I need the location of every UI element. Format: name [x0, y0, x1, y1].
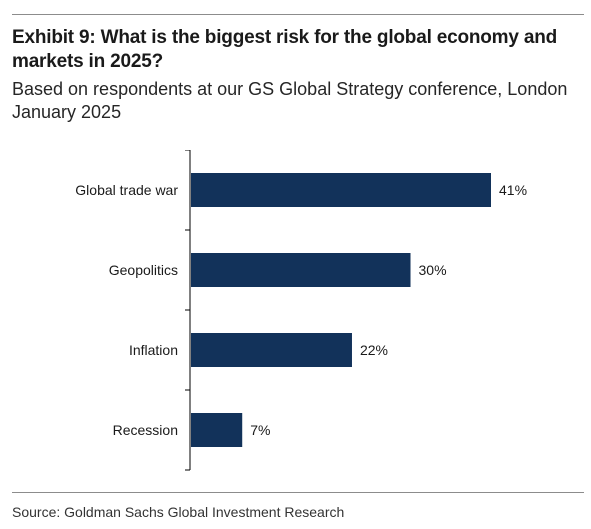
source-note: Source: Goldman Sachs Global Investment …: [12, 504, 345, 520]
data-label: 22%: [360, 342, 388, 358]
bar-global-trade-war: [191, 173, 491, 207]
top-divider: [12, 14, 584, 15]
data-label: 41%: [499, 182, 527, 198]
category-label: Recession: [113, 422, 178, 438]
bar-inflation: [191, 333, 352, 367]
category-label: Global trade war: [75, 182, 178, 198]
category-label: Geopolitics: [109, 262, 178, 278]
data-label: 7%: [250, 422, 270, 438]
bar-chart: Global trade war 41% Geopolitics 30% Inflati…: [75, 150, 527, 471]
bar-recession: [191, 413, 243, 447]
category-label: Inflation: [129, 342, 178, 358]
bar-geopolitics: [191, 253, 411, 287]
chart-title: Exhibit 9: What is the biggest risk for …: [12, 27, 558, 72]
bottom-divider: [12, 492, 584, 493]
chart-subtitle: Based on respondents at our GS Global St…: [12, 79, 568, 122]
data-label: 30%: [419, 262, 447, 278]
